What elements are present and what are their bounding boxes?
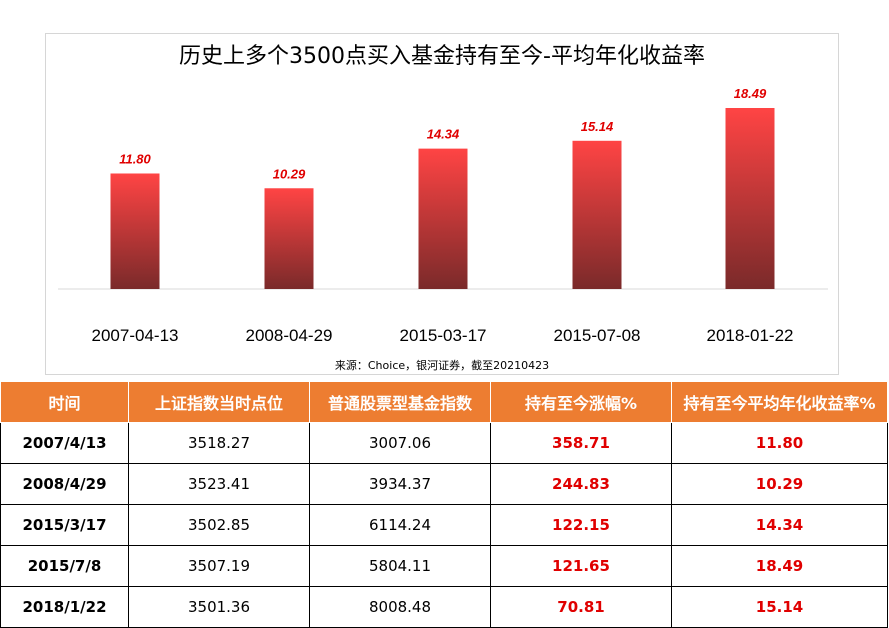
- cell-annual-return: 11.80: [671, 422, 888, 464]
- cell-time: 2015/7/8: [0, 545, 129, 587]
- table-row: 2007/4/13 3518.27 3007.06 358.71 11.80: [0, 422, 888, 464]
- cell-fund-index: 6114.24: [309, 504, 491, 546]
- cell-annual-return: 14.34: [671, 504, 888, 546]
- table-row: 2015/7/8 3507.19 5804.11 121.65 18.49: [0, 545, 888, 587]
- cell-total-gain: 122.15: [490, 504, 672, 546]
- cell-time: 2018/1/22: [0, 586, 129, 628]
- cell-index-level: 3507.19: [128, 545, 310, 587]
- header-annual-return: 持有至今平均年化收益率%: [671, 381, 888, 423]
- x-tick-label: 2008-04-29: [246, 326, 333, 345]
- chart-title: 历史上多个3500点买入基金持有至今-平均年化收益率: [179, 44, 705, 69]
- cell-fund-index: 3007.06: [309, 422, 491, 464]
- cell-index-level: 3502.85: [128, 504, 310, 546]
- cell-total-gain: 70.81: [490, 586, 672, 628]
- x-tick-label: 2018-01-22: [707, 326, 794, 345]
- x-tick-label: 2015-07-08: [554, 326, 641, 345]
- table-header-row: 时间 上证指数当时点位 普通股票型基金指数 持有至今涨幅% 持有至今平均年化收益…: [0, 381, 888, 423]
- x-tick-label: 2015-03-17: [400, 326, 487, 345]
- value-label: 15.14: [581, 119, 614, 134]
- cell-total-gain: 358.71: [490, 422, 672, 464]
- x-tick-label: 2007-04-13: [92, 326, 179, 345]
- cell-total-gain: 121.65: [490, 545, 672, 587]
- cell-fund-index: 8008.48: [309, 586, 491, 628]
- value-label: 18.49: [734, 86, 767, 101]
- header-index-level: 上证指数当时点位: [128, 381, 310, 423]
- bar-2015-03-17: [418, 148, 468, 289]
- cell-time: 2015/3/17: [0, 504, 129, 546]
- cell-total-gain: 244.83: [490, 463, 672, 505]
- bar-2007-04-13: [110, 173, 160, 289]
- header-time: 时间: [0, 381, 129, 423]
- value-label: 11.80: [119, 151, 151, 166]
- bar-2008-04-29: [264, 188, 314, 289]
- cell-fund-index: 3934.37: [309, 463, 491, 505]
- cell-annual-return: 18.49: [671, 545, 888, 587]
- table-row: 2018/1/22 3501.36 8008.48 70.81 15.14: [0, 586, 888, 628]
- cell-index-level: 3523.41: [128, 463, 310, 505]
- source-note: 来源：Choice，银河证券，截至20210423: [334, 359, 550, 372]
- value-label: 14.34: [427, 127, 460, 142]
- value-label: 10.29: [273, 166, 306, 181]
- table-row: 2015/3/17 3502.85 6114.24 122.15 14.34: [0, 504, 888, 546]
- header-fund-index: 普通股票型基金指数: [309, 381, 491, 423]
- bar-2018-01-22: [725, 108, 775, 289]
- cell-time: 2007/4/13: [0, 422, 129, 464]
- table-row: 2008/4/29 3523.41 3934.37 244.83 10.29: [0, 463, 888, 505]
- header-total-gain: 持有至今涨幅%: [490, 381, 672, 423]
- bar-2015-07-08: [572, 140, 622, 289]
- bar-chart: 11.80 2007-04-13 10.29 2008-04-29 14.34 2015-…: [58, 86, 828, 345]
- cell-time: 2008/4/29: [0, 463, 129, 505]
- cell-index-level: 3501.36: [128, 586, 310, 628]
- cell-annual-return: 15.14: [671, 586, 888, 628]
- cell-index-level: 3518.27: [128, 422, 310, 464]
- cell-fund-index: 5804.11: [309, 545, 491, 587]
- data-table: 时间 上证指数当时点位 普通股票型基金指数 持有至今涨幅% 持有至今平均年化收益…: [0, 381, 888, 628]
- cell-annual-return: 10.29: [671, 463, 888, 505]
